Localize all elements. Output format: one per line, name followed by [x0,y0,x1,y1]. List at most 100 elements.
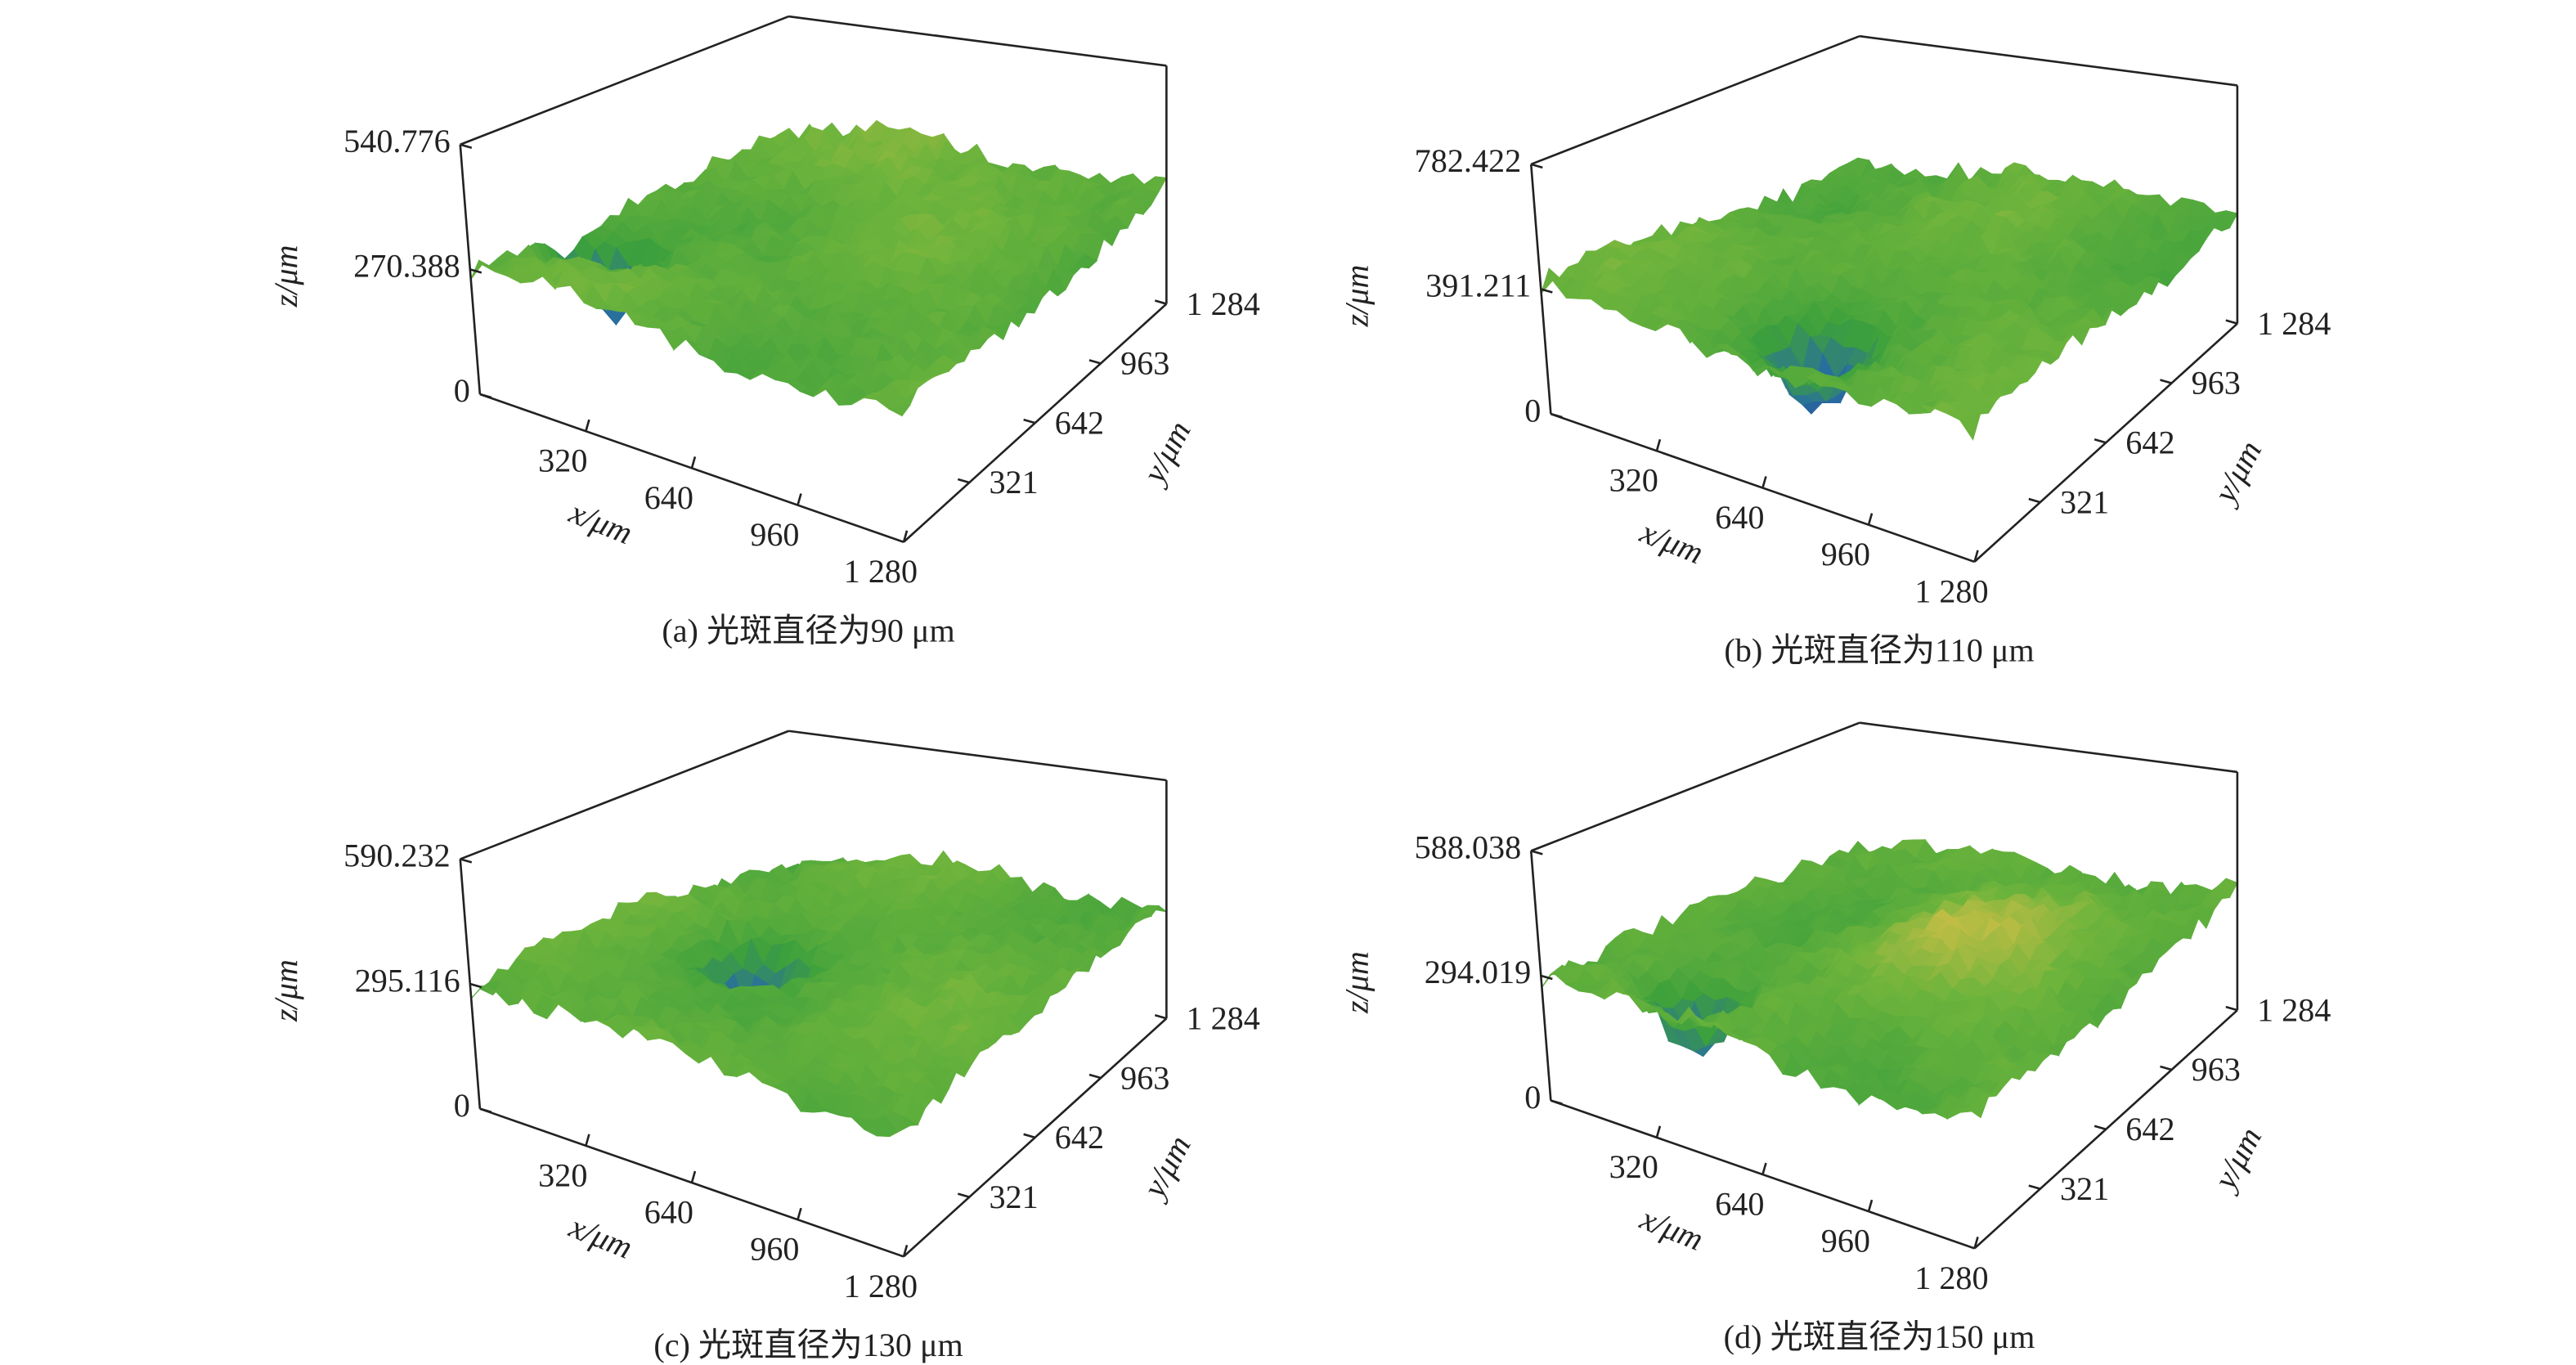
x-tick-label: 640 [644,479,693,516]
x-tick-label: 960 [1821,1223,1870,1259]
y-tick [957,478,970,484]
z-tick-label: 0 [1524,392,1541,429]
x-tick [1761,476,1767,488]
y-tick [2160,1065,2172,1071]
z-tick [469,268,482,274]
z-tick-label: 0 [454,1087,470,1124]
x-tick-label: 320 [538,1156,587,1193]
y-tick-label: 1 284 [2257,305,2331,342]
x-tick [585,1134,590,1147]
surface-patch [887,404,911,417]
x-tick [797,493,802,505]
caption: (a) 光斑直径为90 μm [662,612,954,649]
x-tick-label: 1 280 [844,1268,918,1304]
z-tick-label: 391.211 [1425,267,1531,304]
y-tick [2028,497,2041,504]
x-tick [690,456,697,469]
y-tick-label: 1 284 [2257,991,2331,1028]
z-tick [1530,163,1543,169]
y-tick-label: 642 [2125,1111,2174,1147]
y-tick-label: 963 [1120,1059,1169,1096]
panel: 320 640 960 1 280 321 642 963 1 284 0 295.116 590.… [267,730,1260,1363]
z-tick [1530,850,1543,855]
axis-line [460,730,789,860]
x-tick-label: 320 [538,442,587,479]
axis-line [1530,721,1860,852]
y-axis-label: y/μm [1134,1129,1198,1206]
x-tick [1655,438,1662,451]
z-tick-label: 270.388 [353,248,460,285]
z-tick [479,393,492,399]
x-tick [797,1207,802,1220]
y-tick-label: 642 [2125,424,2174,461]
y-tick-label: 963 [1120,345,1169,382]
x-tick [1867,513,1874,526]
y-tick-label: 642 [1055,1119,1104,1156]
y-tick [2028,1184,2041,1190]
z-tick-label: 295.116 [355,962,460,999]
axis-line [788,15,1167,67]
axis-line [460,15,789,146]
y-tick-label: 321 [989,1179,1038,1215]
x-tick-label: 960 [750,1231,799,1268]
y-tick-label: 1 284 [1186,999,1259,1036]
axis-line [788,730,1167,782]
z-tick-label: 294.019 [1425,954,1532,990]
x-axis-label: x/μm [563,1208,637,1266]
x-axis-label: x/μm [1635,513,1708,571]
x-tick [1761,1162,1767,1175]
x-tick-label: 320 [1609,1148,1658,1185]
y-tick [1088,1073,1102,1080]
caption: (c) 光斑直径为130 μm [653,1327,963,1363]
y-axis-label: y/μm [2205,434,2269,511]
y-tick [2160,379,2172,384]
axis-line [1530,34,1860,166]
x-tick-label: 960 [1821,536,1870,572]
axis-line [459,859,482,1109]
x-tick [1867,1199,1874,1212]
z-tick [469,982,482,989]
axis-line [1859,34,2238,87]
x-tick-label: 640 [644,1193,693,1230]
y-tick [1088,359,1102,365]
x-tick [902,530,909,543]
x-tick-label: 1 280 [1914,572,1988,609]
y-tick [2094,1125,2107,1131]
z-axis-label: z/μm [267,245,304,308]
x-tick-label: 640 [1715,499,1764,536]
y-tick-label: 321 [2060,1170,2109,1207]
z-tick-label: 0 [454,372,470,409]
x-tick-label: 1 280 [1914,1259,1988,1296]
y-tick [2225,1005,2238,1012]
y-axis-label: y/μm [2205,1121,2269,1198]
z-tick-label: 782.422 [1415,142,1522,179]
axis-line [1859,721,2238,774]
y-tick [2225,319,2238,325]
x-tick-label: 640 [1715,1185,1764,1222]
z-tick-label: 540.776 [343,123,451,159]
z-tick-label: 0 [1524,1079,1541,1116]
y-axis-label: y/μm [1134,415,1198,492]
x-axis-label: x/μm [563,493,637,551]
y-tick [1154,299,1167,305]
y-tick-label: 321 [989,464,1038,501]
z-axis-label: z/μm [1339,951,1376,1014]
y-tick-label: 963 [2192,1051,2241,1088]
x-axis-label: x/μm [1635,1199,1708,1257]
x-tick-label: 960 [750,516,799,553]
y-tick-label: 321 [2060,483,2109,520]
y-tick-label: 1 284 [1186,285,1259,322]
y-tick [957,1192,970,1198]
panel: 320 640 960 1 280 321 642 963 1 284 0 270.388 540.… [267,15,1260,649]
y-tick [1154,1013,1167,1020]
x-tick-label: 320 [1609,462,1658,499]
z-tick [460,858,473,864]
z-tick-label: 588.038 [1415,829,1522,866]
y-tick-label: 642 [1055,404,1104,441]
x-tick-label: 1 280 [844,553,918,590]
x-tick [690,1170,697,1183]
z-tick-label: 590.232 [343,837,451,874]
